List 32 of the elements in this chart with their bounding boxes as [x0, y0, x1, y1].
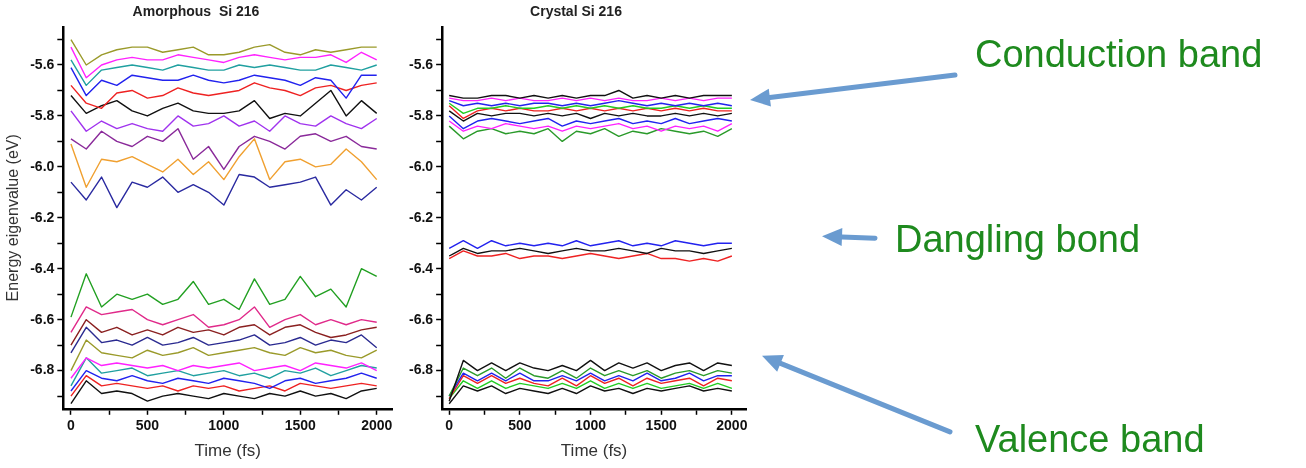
x-tick-label: 0	[67, 417, 76, 434]
y-tick-label: -6.8	[30, 361, 55, 378]
y-tick-label: -6.0	[30, 157, 55, 174]
y-tick-label: -6.6	[30, 310, 55, 327]
x-axis-title: Time (fs)	[560, 441, 628, 461]
y-tick-label: -6.6	[409, 310, 434, 327]
y-tick-label: -6.2	[409, 208, 434, 225]
y-tick-label: -6.8	[409, 361, 434, 378]
y-tick-label: -6.4	[409, 259, 434, 276]
x-tick-label: 0	[445, 417, 454, 434]
chart-title: Amorphous Si 216	[132, 3, 260, 20]
x-tick-label: 500	[508, 417, 532, 434]
x-axis-title: Time (fs)	[194, 441, 261, 461]
y-tick-label: -5.6	[30, 55, 55, 72]
text: Conduction band	[975, 32, 1263, 77]
x-tick-label: 1000	[208, 417, 240, 434]
y-tick-label: -5.8	[409, 106, 434, 123]
x-tick-label: 2000	[716, 417, 748, 434]
y-tick-label: -5.8	[30, 106, 55, 123]
chart-title: Crystal Si 216	[530, 3, 623, 20]
x-tick-label: 2000	[361, 417, 393, 434]
x-tick-label: 1500	[645, 417, 677, 434]
y-axis-title: Energy eigenvalue (eV)	[4, 134, 22, 302]
x-tick-label: 1500	[284, 417, 317, 434]
x-tick-label: 500	[135, 417, 160, 434]
y-tick-label: -5.6	[409, 55, 434, 72]
text: Dangling bond	[895, 217, 1141, 262]
y-tick-label: -6.0	[409, 157, 434, 174]
y-tick-label: -6.2	[30, 208, 55, 225]
x-tick-label: 1000	[574, 417, 607, 434]
y-tick-label: -6.4	[30, 259, 55, 276]
text: Valence band	[975, 417, 1205, 462]
